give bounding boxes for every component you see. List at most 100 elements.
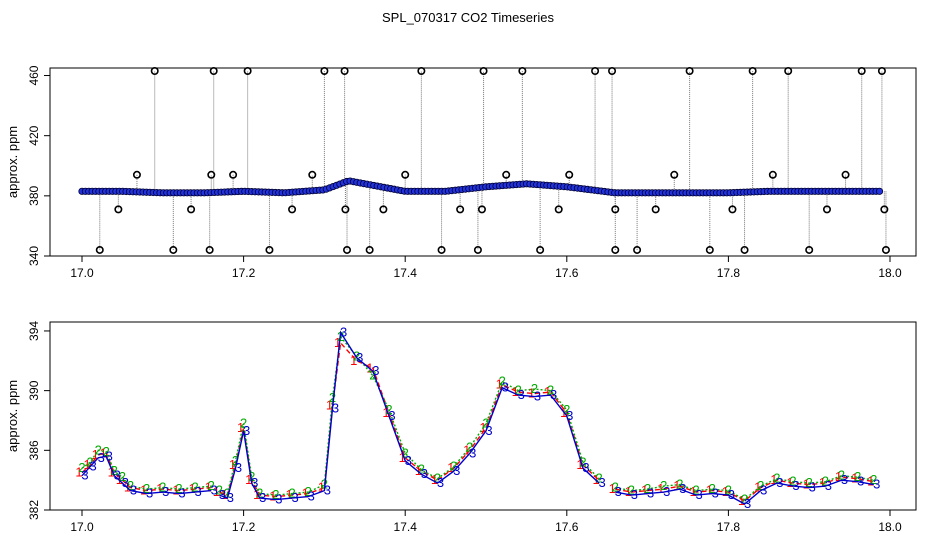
series-1-point: 1	[326, 398, 333, 413]
series-3-point: 3	[308, 489, 315, 504]
series-2-point: 2	[628, 483, 635, 498]
bottom-y-tick-label: 390	[27, 380, 41, 400]
outlier-point	[320, 67, 329, 76]
top-y-tick-label: 420	[27, 125, 41, 145]
outlier-point	[379, 205, 388, 214]
series-3-point: 3	[760, 483, 767, 498]
series-3-point: 3	[372, 363, 379, 378]
series-3-point: 3	[219, 487, 226, 502]
outlier-point	[705, 245, 714, 254]
series-1-point: 1	[415, 463, 422, 478]
top-x-tick-label: 17.8	[717, 266, 741, 280]
series-1-point: 1	[544, 384, 551, 399]
series-2-point: 2	[272, 487, 279, 502]
series-1-point: 1	[803, 477, 810, 492]
outlier-point	[728, 205, 737, 214]
bottom-axes: 17.0 17.2 17.4 17.6 17.8 18.0 382 386 390 394	[27, 321, 902, 534]
outlier-point	[784, 67, 793, 76]
series-3-point: 3	[130, 483, 137, 498]
series-3-point: 3	[809, 480, 816, 495]
series-2-point: 2	[434, 471, 441, 486]
series-1-point: 1	[140, 483, 147, 498]
series-3-point: 3	[728, 487, 735, 502]
series-1-line	[81, 341, 874, 502]
series-3-point: 3	[663, 484, 670, 499]
series-2-point: 2	[369, 368, 376, 383]
series-1-point: 1	[867, 474, 874, 489]
outlier-point	[805, 245, 814, 254]
series-2-point: 2	[248, 469, 255, 484]
series-1-point: 1	[334, 335, 341, 350]
series-2-point: 2	[709, 481, 716, 496]
series-1-point: 1	[237, 420, 244, 435]
series-3-point: 3	[534, 389, 541, 404]
series-1-point: 1	[641, 483, 648, 498]
series-1-point: 1	[75, 465, 82, 480]
series-2-point: 2	[418, 462, 425, 477]
series-2-point: 2	[103, 444, 110, 459]
series-1-point: 1	[496, 377, 503, 392]
series-3-point: 3	[776, 475, 783, 490]
series-3-point: 3	[340, 324, 347, 339]
outlier-point	[209, 67, 218, 76]
bottom-x-tick-label: 17.0	[70, 520, 94, 534]
series-1-point: 1	[318, 480, 325, 495]
bottom-x-tick-label: 17.6	[555, 520, 579, 534]
bottom-plot-frame	[49, 321, 917, 511]
outlier-point	[608, 67, 617, 76]
series-2-point: 2	[127, 478, 134, 493]
top-panel: approx. ppm 17.0 17.2 17.4 17.6 17.8 18.0 340 3…	[5, 65, 917, 280]
bottom-x-tick-label: 17.4	[394, 520, 418, 534]
series-3-point: 3	[421, 466, 428, 481]
series-3-point: 3	[81, 468, 88, 483]
series-2-point: 2	[854, 469, 861, 484]
bottom-x-tick-label: 17.8	[717, 520, 741, 534]
series-3-point: 3	[744, 496, 751, 511]
series-3-point: 3	[792, 478, 799, 493]
outlier-point	[536, 245, 545, 254]
series-2-point: 2	[240, 416, 247, 431]
outlier-point	[633, 245, 642, 254]
series-3-point: 3	[146, 486, 153, 501]
outlier-point	[857, 67, 866, 76]
series-3-point: 3	[211, 483, 218, 498]
series-3-point: 3	[106, 448, 113, 463]
series-2-line	[81, 335, 874, 501]
top-y-tick-label: 380	[27, 186, 41, 206]
outlier-point	[437, 245, 446, 254]
series-1-point: 1	[188, 481, 195, 496]
outlier-point	[401, 170, 410, 179]
outlier-point	[502, 170, 511, 179]
series-1-point: 1	[221, 487, 228, 502]
outlier-point	[95, 245, 104, 254]
series-2-point: 2	[531, 381, 538, 396]
series-3-point: 3	[469, 445, 476, 460]
outlier-point	[554, 205, 563, 214]
series-3-point: 3	[259, 490, 266, 505]
outlier-point	[340, 67, 349, 76]
series-2-point: 2	[563, 402, 570, 417]
outlier-point	[611, 205, 620, 214]
series-2-point: 2	[119, 469, 126, 484]
outlier-point	[207, 170, 216, 179]
series-2-point: 2	[159, 480, 166, 495]
series-1-point: 1	[786, 475, 793, 490]
outlier-point	[565, 170, 574, 179]
series-2-point: 2	[482, 416, 489, 431]
outlier-point	[132, 170, 141, 179]
series-1-point: 1	[229, 457, 236, 472]
series-1-point: 1	[205, 480, 212, 495]
series-2-point: 2	[402, 445, 409, 460]
series-3-point: 3	[615, 484, 622, 499]
series-3-point: 3	[518, 387, 525, 402]
series-3-point: 3	[502, 380, 509, 395]
outlier-point	[343, 245, 352, 254]
series-3-line	[81, 330, 874, 505]
series-1-point: 1	[431, 472, 438, 487]
series-3-point: 3	[251, 475, 258, 490]
series-1-point: 1	[738, 493, 745, 508]
top-plot-frame	[49, 67, 917, 257]
series-3-point: 3	[453, 463, 460, 478]
outlier-point	[150, 67, 159, 76]
outlier-point	[877, 67, 886, 76]
